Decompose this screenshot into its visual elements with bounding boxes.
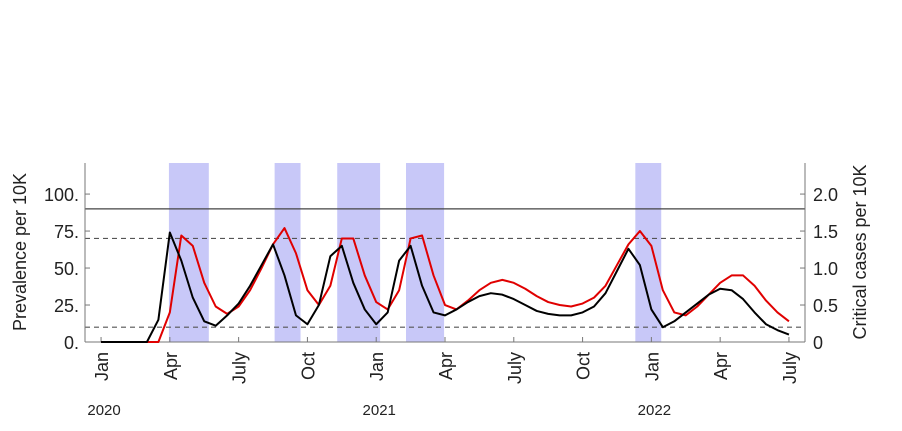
y-tick-label: 100.	[44, 185, 79, 205]
y-axis-title: Prevalence per 10K	[10, 173, 30, 331]
series-line	[101, 227, 790, 343]
shaded-region	[168, 163, 209, 342]
x-tick-label: Apr	[161, 352, 181, 380]
x-tick-label: Apr	[436, 352, 456, 380]
x-tick-label: July	[505, 352, 525, 384]
x-tick-label: Oct	[298, 352, 318, 380]
x-tick-label: Apr	[711, 352, 731, 380]
y2-tick-label: 0	[813, 333, 823, 353]
y2-tick-label: 0.5	[813, 296, 838, 316]
y2-tick-label: 1.0	[813, 259, 838, 279]
y-tick-label: 75.	[54, 222, 79, 242]
y-tick-label: 50.	[54, 259, 79, 279]
year-label: 2022	[638, 402, 671, 419]
y-tick-label: 25.	[54, 296, 79, 316]
series-line	[101, 231, 790, 343]
x-tick-label: Jan	[642, 352, 662, 381]
y2-axis-title: Critical cases per 10K	[850, 164, 870, 339]
x-tick-label: July	[230, 352, 250, 384]
shaded-region	[635, 163, 662, 342]
y2-tick-label: 1.5	[813, 222, 838, 242]
x-tick-label: July	[780, 352, 800, 384]
x-tick-label: Jan	[367, 352, 387, 381]
x-tick-label: Jan	[92, 352, 112, 381]
year-label: 2021	[363, 402, 396, 419]
y-tick-label: 0.	[64, 333, 79, 353]
year-label: 2020	[87, 402, 120, 419]
y2-tick-label: 2.0	[813, 185, 838, 205]
x-tick-label: Oct	[574, 352, 594, 380]
